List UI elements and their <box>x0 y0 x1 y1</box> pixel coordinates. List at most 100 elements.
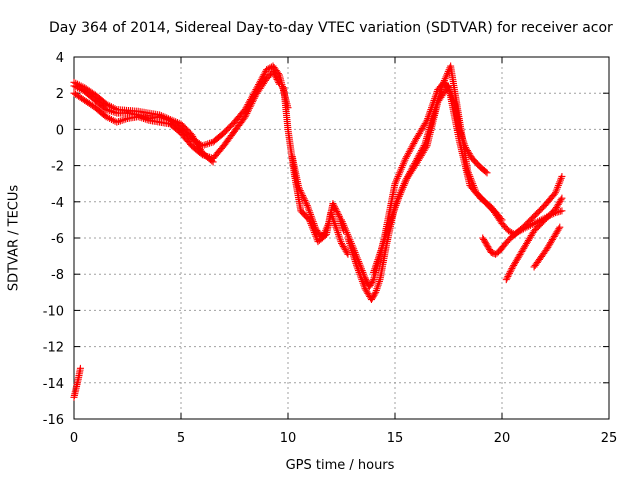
data-point <box>271 71 279 79</box>
data-point <box>407 166 415 174</box>
data-point <box>275 79 283 87</box>
data-point <box>116 117 124 125</box>
data-point <box>299 192 307 200</box>
data-point <box>209 158 217 166</box>
data-point <box>332 206 340 214</box>
y-tick-label: -14 <box>43 377 64 392</box>
data-point <box>249 96 257 104</box>
data-point <box>297 188 305 196</box>
data-point <box>248 99 256 107</box>
x-tick-label: 10 <box>280 431 297 446</box>
series-arc-c <box>70 78 217 166</box>
series-arc-f <box>338 78 491 291</box>
data-point <box>416 150 424 158</box>
x-axis-label: GPS time / hours <box>285 458 395 473</box>
data-point <box>270 69 278 77</box>
series-arc-b <box>70 67 283 162</box>
data-point <box>106 115 114 123</box>
data-point <box>74 80 82 88</box>
data-point <box>301 196 309 204</box>
data-point <box>406 169 414 177</box>
y-tick-label: -6 <box>51 232 64 247</box>
data-point <box>273 75 281 83</box>
data-point <box>413 155 421 163</box>
data-point <box>411 159 419 167</box>
data-point <box>367 280 375 288</box>
data-point <box>261 69 269 77</box>
data-point <box>503 274 511 282</box>
data-point <box>269 67 277 75</box>
data-point <box>300 195 308 203</box>
y-tick-label: 4 <box>56 51 64 66</box>
data-point <box>368 279 376 287</box>
data-point <box>502 276 510 284</box>
series-arc-g <box>344 82 506 304</box>
data-point <box>143 116 151 124</box>
data-point <box>483 241 491 249</box>
series-arc-h <box>370 62 566 276</box>
y-tick-label: 2 <box>56 87 64 102</box>
data-point <box>483 169 491 177</box>
data-point <box>331 203 339 211</box>
data-point <box>336 234 344 242</box>
data-point <box>506 268 514 276</box>
series-arc-early <box>70 364 84 401</box>
data-point <box>299 193 307 201</box>
data-point <box>244 108 252 116</box>
data-point <box>414 153 422 161</box>
data-point <box>302 200 310 208</box>
data-point <box>366 281 374 289</box>
y-tick-label: -2 <box>51 160 64 175</box>
data-point <box>208 157 216 165</box>
data-point <box>138 114 146 122</box>
data-point <box>371 290 379 298</box>
data-point <box>106 102 114 110</box>
data-point <box>415 151 423 159</box>
y-tick-label: -8 <box>51 268 64 283</box>
data-point <box>120 116 128 124</box>
data-point <box>204 140 212 148</box>
data-point <box>272 74 280 82</box>
y-tick-label: -4 <box>51 196 64 211</box>
data-point <box>331 204 339 212</box>
data-point <box>557 196 565 204</box>
y-axis-label: SDTVAR / TECUs <box>6 184 22 292</box>
data-point <box>480 237 488 245</box>
data-point <box>556 223 564 231</box>
data-point <box>329 200 337 208</box>
data-point <box>481 238 489 246</box>
data-point <box>367 296 375 304</box>
data-point <box>247 101 255 109</box>
y-tick-label: 0 <box>56 123 64 138</box>
data-point <box>528 220 536 228</box>
series-arc-j <box>502 194 566 284</box>
data-point <box>296 187 304 195</box>
data-point <box>202 140 210 148</box>
data-point <box>122 115 130 123</box>
data-point <box>419 143 427 151</box>
grid-lines <box>74 57 609 419</box>
data-point <box>370 291 378 299</box>
data-point <box>404 149 412 157</box>
data-point <box>558 207 566 215</box>
data-point <box>295 185 303 193</box>
data-point <box>111 105 119 113</box>
data-point <box>334 229 342 237</box>
data-point <box>417 148 425 156</box>
data-point <box>408 143 416 151</box>
data-point <box>504 272 512 280</box>
y-tick-label: -16 <box>43 413 64 428</box>
data-point <box>275 80 283 88</box>
data-point <box>246 103 254 111</box>
data-point <box>375 279 383 287</box>
data-point <box>479 234 487 242</box>
data-point <box>507 266 515 274</box>
data-point <box>118 116 126 124</box>
data-point <box>406 168 414 176</box>
data-points <box>70 62 566 401</box>
data-point <box>404 172 412 180</box>
data-point <box>334 230 342 238</box>
data-point <box>418 146 426 154</box>
data-point <box>418 145 426 153</box>
